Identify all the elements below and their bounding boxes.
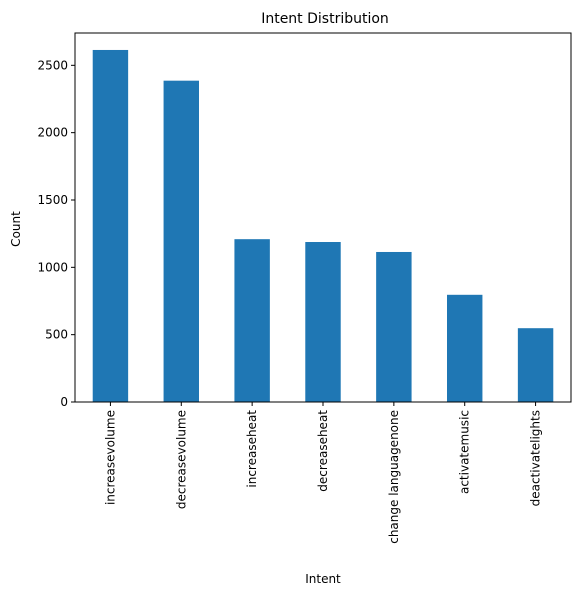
bar-increasevolume: [92, 49, 129, 402]
bar-decreaseheat: [305, 242, 341, 402]
bar-decreasevolume: [163, 80, 199, 403]
y-tick-label: 0: [60, 395, 68, 409]
y-tick-label: 2500: [37, 58, 68, 72]
y-axis: 0 500 1000 1500 2000 2500: [37, 58, 75, 409]
y-tick-label: 1500: [37, 193, 68, 207]
y-axis-label: Count: [9, 211, 23, 247]
x-tick-label: deactivatelights: [529, 410, 543, 506]
x-tick-label: decreasevolume: [174, 410, 188, 509]
y-tick-label: 2000: [37, 126, 68, 140]
x-tick-label: increasevolume: [103, 410, 117, 505]
x-tick-label: change languagenone: [387, 410, 401, 544]
bar-activatemusic: [447, 294, 483, 402]
x-axis: increasevolume decreasevolume increaseheat…: [103, 402, 543, 544]
x-axis-label: Intent: [305, 572, 341, 586]
bar-deactivatelights: [517, 328, 554, 402]
x-tick-label: activatemusic: [458, 410, 472, 494]
plot-frame: [74, 32, 572, 403]
bar-change-languagenone: [376, 251, 412, 402]
x-tick-label: decreaseheat: [316, 410, 330, 492]
bar-increaseheat: [234, 239, 270, 402]
chart-title: Intent Distribution: [261, 11, 389, 27]
y-tick-label: 1000: [37, 260, 68, 274]
y-tick-label: 500: [45, 328, 68, 342]
bars-group: [92, 49, 554, 403]
x-tick-label: increaseheat: [245, 410, 259, 488]
